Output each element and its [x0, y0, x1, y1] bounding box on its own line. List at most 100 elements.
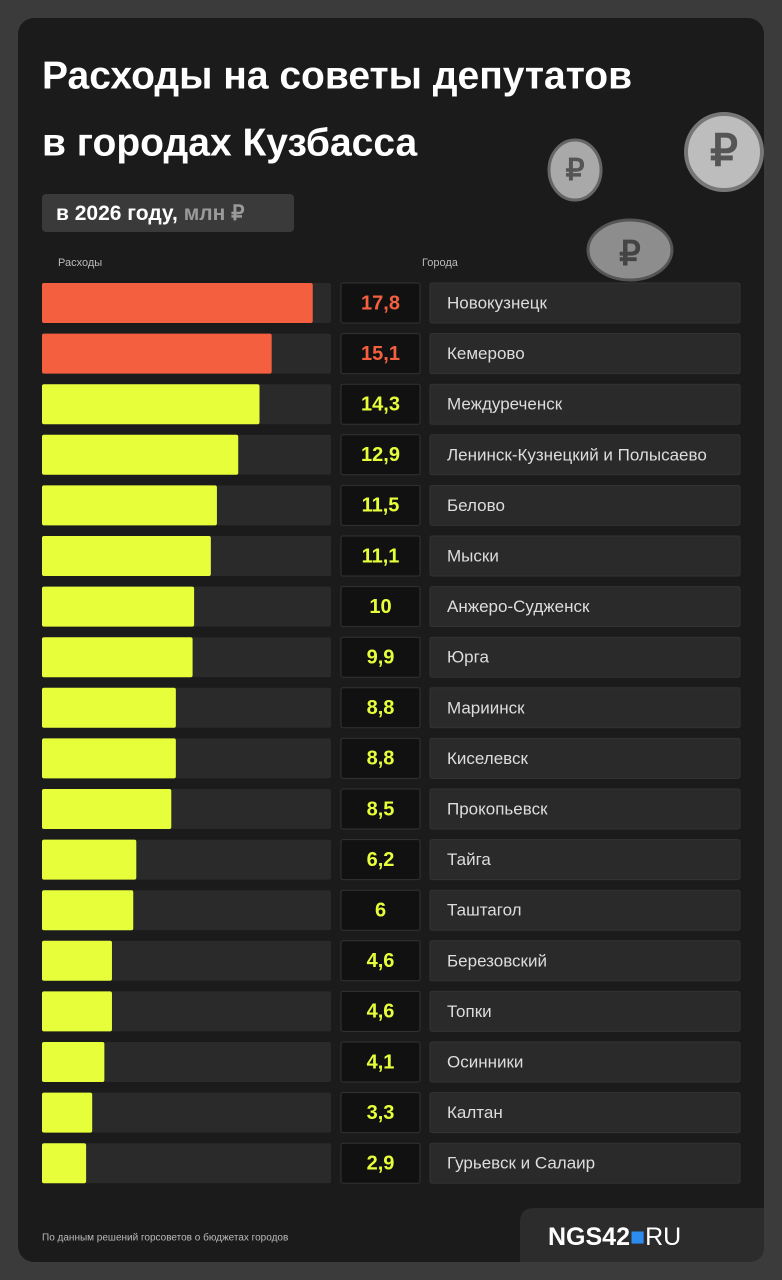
- chart-title: Расходы на советы депутатов: [42, 54, 632, 97]
- svg-text:₽: ₽: [565, 154, 584, 187]
- value-box: [340, 687, 421, 729]
- bar-track: [42, 991, 331, 1032]
- category-box: [429, 484, 741, 526]
- logo-text: RU: [645, 1223, 681, 1251]
- bar: [42, 637, 193, 678]
- value-box: [340, 1142, 421, 1184]
- category-label: Топки: [447, 1002, 492, 1021]
- bar: [42, 890, 134, 931]
- bar: [42, 434, 239, 475]
- subtitle: в 2026 году, млн ₽: [56, 202, 245, 225]
- value-box: [340, 586, 421, 628]
- bar: [42, 536, 211, 576]
- category-label: Калтан: [447, 1103, 503, 1122]
- value-header: Расходы: [58, 257, 102, 269]
- value-box: [340, 788, 421, 830]
- value-box: [340, 434, 421, 476]
- category-box: [429, 687, 741, 729]
- value-box: [340, 1041, 421, 1083]
- category-box: [429, 282, 741, 324]
- value-label: 8,5: [367, 798, 395, 820]
- category-box: [429, 889, 741, 931]
- value-box: [340, 333, 421, 375]
- bar: [42, 1143, 87, 1184]
- category-box: [429, 839, 741, 881]
- bar-track: [42, 940, 331, 981]
- category-label: Осинники: [447, 1052, 523, 1071]
- value-box: [340, 484, 421, 526]
- logo-square: ■: [630, 1223, 645, 1251]
- logo-text: NGS42: [548, 1223, 630, 1251]
- value-box: [340, 636, 421, 678]
- value-box: [340, 383, 421, 425]
- bar: [42, 940, 112, 981]
- bar: [42, 789, 172, 829]
- category-label: Ленинск-Кузнецкий и Полысаево: [447, 445, 707, 464]
- svg-text:₽: ₽: [619, 235, 641, 273]
- bar: [42, 687, 176, 728]
- value-box: [340, 535, 421, 577]
- subtitle-text: в 2026 году,: [56, 202, 178, 225]
- logo: NGS42■RU: [548, 1223, 681, 1251]
- value-box: [340, 282, 421, 324]
- source-note: По данным решений горсоветов о бюджетах …: [42, 1232, 288, 1244]
- value-label: 9,9: [367, 646, 395, 668]
- value-label: 3,3: [367, 1102, 395, 1124]
- value-box: [340, 889, 421, 931]
- value-box: [340, 940, 421, 982]
- bar-track: [42, 1042, 331, 1082]
- bar: [42, 738, 176, 779]
- category-box: [429, 940, 741, 982]
- coins: ₽ ₽ ₽: [547, 112, 764, 282]
- category-label: Гурьевск и Салаир: [447, 1154, 595, 1173]
- bar: [42, 586, 195, 627]
- bar-track: [42, 1092, 331, 1133]
- unit: млн ₽: [184, 202, 245, 225]
- value-label: 4,1: [367, 1051, 395, 1073]
- category-label: Таштагол: [447, 901, 522, 920]
- category-box: [429, 535, 741, 577]
- category-label: Березовский: [447, 951, 547, 970]
- category-box: [429, 1041, 741, 1083]
- value-label: 17,8: [361, 292, 400, 314]
- value-label: 10: [369, 596, 391, 618]
- value-label: 12,9: [361, 444, 400, 466]
- value-label: 14,3: [361, 393, 400, 415]
- value-box: [340, 990, 421, 1032]
- category-label: Киселевск: [447, 749, 529, 768]
- category-box: [429, 1142, 741, 1184]
- bar-track: [42, 1143, 331, 1184]
- value-label: 11,5: [362, 495, 400, 517]
- category-label: Белово: [447, 496, 505, 515]
- value-box: [340, 737, 421, 779]
- value-label: 8,8: [367, 697, 395, 719]
- value-label: 2,9: [367, 1152, 395, 1174]
- subtitle-box: [42, 194, 294, 232]
- category-label: Тайга: [447, 850, 491, 869]
- value-label: 8,8: [367, 748, 395, 770]
- category-label: Мыски: [447, 546, 499, 565]
- bar: [42, 991, 112, 1032]
- bar: [42, 485, 217, 526]
- value-box: [340, 1092, 421, 1134]
- value-label: 6,2: [367, 849, 395, 871]
- category-box: [429, 990, 741, 1032]
- category-label: Мариинск: [447, 698, 525, 717]
- bar: [42, 283, 313, 323]
- logo-panel: [520, 1208, 764, 1262]
- value-label: 6: [375, 899, 386, 921]
- category-box: [429, 788, 741, 830]
- value-label: 4,6: [367, 1001, 395, 1023]
- bar: [42, 333, 272, 374]
- category-box: [429, 333, 741, 375]
- category-label: Юрга: [447, 648, 489, 667]
- value-label: 15,1: [361, 343, 400, 365]
- category-box: [429, 1092, 741, 1134]
- value-label: 11,1: [362, 545, 400, 567]
- bar: [42, 384, 260, 425]
- category-label: Кемерово: [447, 344, 525, 363]
- chart-title: в городах Кузбасса: [42, 121, 417, 164]
- category-label: Междуреченск: [447, 395, 563, 414]
